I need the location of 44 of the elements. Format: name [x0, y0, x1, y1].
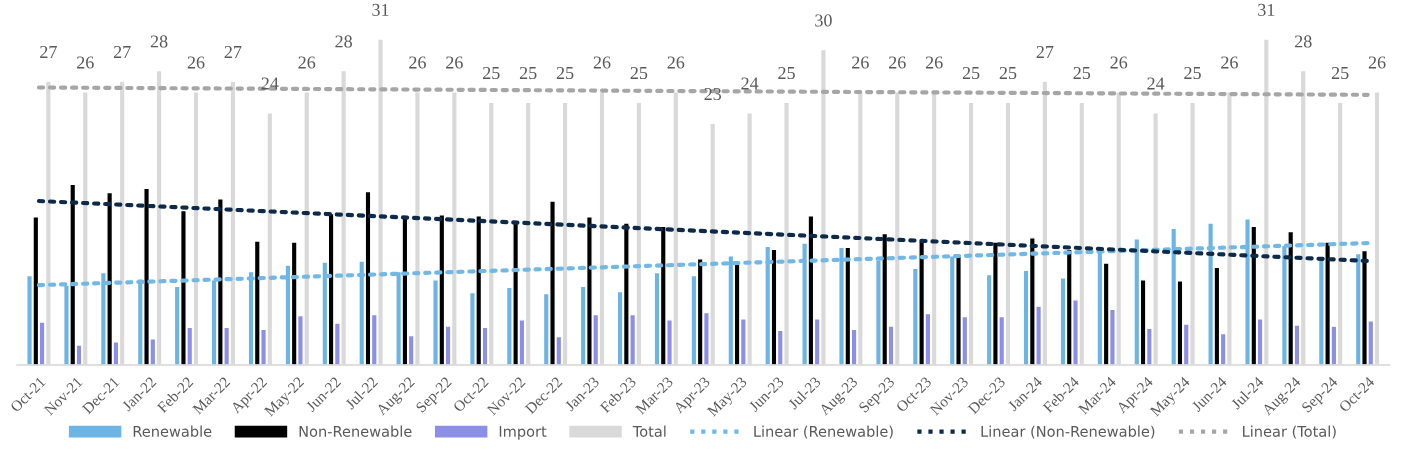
data-label: 26 — [298, 56, 316, 69]
data-label: 24 — [741, 77, 759, 90]
legend-label: Total — [632, 425, 666, 437]
data-label: 25 — [556, 66, 574, 80]
data-label: 25 — [1331, 66, 1349, 80]
data-label: 27 — [40, 45, 57, 58]
legend-label: Renewable — [133, 425, 212, 437]
legend-label: Linear (Renewable) — [754, 425, 893, 439]
legend-label: Non-Renewable — [299, 425, 412, 437]
data-label: 27 — [113, 45, 131, 58]
data-label: 25 — [1184, 66, 1201, 80]
data-label: 26 — [593, 56, 611, 69]
legend-label: Linear (Non-Renewable) — [981, 425, 1155, 439]
data-label: 25 — [519, 66, 537, 80]
data-label: 25 — [630, 66, 648, 80]
data-label: 31 — [372, 3, 389, 16]
legend-label: Linear (Total) — [1243, 425, 1336, 439]
data-label: 24 — [261, 77, 279, 90]
data-label: 31 — [1258, 3, 1275, 16]
data-label: 26 — [1221, 56, 1238, 69]
data-label: 26 — [409, 56, 426, 69]
data-label: 23 — [704, 87, 722, 101]
data-label: 26 — [446, 56, 463, 69]
data-label: 26 — [187, 56, 205, 69]
data-label: 26 — [1110, 56, 1128, 69]
data-label: 28 — [150, 35, 168, 48]
data-label: 26 — [77, 56, 94, 69]
data-label: 27 — [224, 45, 242, 58]
data-label: 26 — [889, 56, 906, 69]
data-label: 25 — [999, 66, 1017, 80]
data-label: 25 — [1073, 66, 1091, 80]
data-label: 28 — [1295, 35, 1312, 48]
data-label: 26 — [852, 56, 869, 69]
data-label: 26 — [667, 56, 685, 69]
data-label: 26 — [1368, 56, 1386, 69]
data-label: 25 — [962, 66, 980, 80]
data-label: 24 — [1147, 77, 1165, 90]
data-label: 30 — [815, 14, 832, 27]
data-label: 28 — [335, 35, 352, 48]
data-label: 27 — [1036, 45, 1054, 58]
legend-label: Import — [499, 426, 547, 440]
data-label: 25 — [778, 66, 795, 80]
data-label: 25 — [483, 66, 500, 80]
data-label: 26 — [925, 56, 943, 69]
